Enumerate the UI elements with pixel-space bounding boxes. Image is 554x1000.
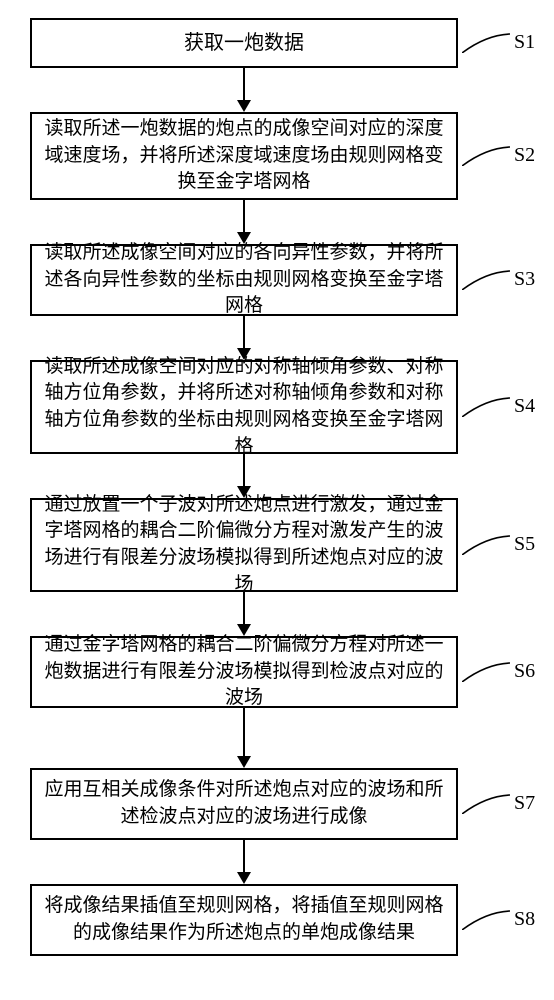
flow-node-text: 读取所述成像空间对应的对称轴倾角参数、对称轴方位角参数，并将所述对称轴倾角参数和… (42, 354, 446, 460)
step-label-s4: S4 (514, 395, 535, 418)
step-label-s7: S7 (514, 792, 535, 815)
flow-node-s2: 读取所述一炮数据的炮点的成像空间对应的深度域速度场，并将所述深度域速度场由规则网… (30, 112, 458, 200)
flow-arrow-s6-s7 (237, 708, 251, 768)
step-label-s6: S6 (514, 660, 535, 683)
flow-node-s3: 读取所述成像空间对应的各向异性参数，并将所述各向异性参数的坐标由规则网格变换至金… (30, 244, 458, 316)
flow-node-text: 通过金字塔网格的耦合二阶偏微分方程对所述一炮数据进行有限差分波场模拟得到检波点对… (42, 632, 446, 712)
flow-node-s1: 获取一炮数据 (30, 18, 458, 68)
step-connector-s8 (462, 910, 510, 930)
flow-arrow-s1-s2 (237, 68, 251, 112)
step-label-s3: S3 (514, 268, 535, 291)
flow-arrow-s7-s8 (237, 840, 251, 884)
flow-node-s8: 将成像结果插值至规则网格，将插值至规则网格的成像结果作为所述炮点的单炮成像结果 (30, 884, 458, 956)
flow-arrow-s3-s4 (237, 316, 251, 360)
flow-node-s7: 应用互相关成像条件对所述炮点对应的波场和所述检波点对应的波场进行成像 (30, 768, 458, 840)
flow-node-text: 通过放置一个子波对所述炮点进行激发，通过金字塔网格的耦合二阶偏微分方程对激发产生… (42, 492, 446, 598)
flow-node-s5: 通过放置一个子波对所述炮点进行激发，通过金字塔网格的耦合二阶偏微分方程对激发产生… (30, 498, 458, 592)
flow-node-text: 读取所述一炮数据的炮点的成像空间对应的深度域速度场，并将所述深度域速度场由规则网… (42, 116, 446, 196)
step-connector-s6 (462, 662, 510, 682)
flow-node-text: 读取所述成像空间对应的各向异性参数，并将所述各向异性参数的坐标由规则网格变换至金… (42, 240, 446, 320)
flow-arrow-s5-s6 (237, 592, 251, 636)
step-connector-s1 (462, 33, 510, 53)
step-connector-s3 (462, 270, 510, 290)
flow-node-text: 获取一炮数据 (184, 29, 304, 57)
flow-arrow-s2-s3 (237, 200, 251, 244)
step-label-s1: S1 (514, 31, 535, 54)
step-connector-s5 (462, 535, 510, 555)
flow-node-s4: 读取所述成像空间对应的对称轴倾角参数、对称轴方位角参数，并将所述对称轴倾角参数和… (30, 360, 458, 454)
step-connector-s7 (462, 794, 510, 814)
step-label-s5: S5 (514, 533, 535, 556)
step-label-s8: S8 (514, 908, 535, 931)
flow-arrow-s4-s5 (237, 454, 251, 498)
step-connector-s2 (462, 146, 510, 166)
step-connector-s4 (462, 397, 510, 417)
flowchart-canvas: 获取一炮数据 S1 读取所述一炮数据的炮点的成像空间对应的深度域速度场，并将所述深度… (0, 0, 554, 1000)
flow-node-text: 应用互相关成像条件对所述炮点对应的波场和所述检波点对应的波场进行成像 (42, 777, 446, 830)
flow-node-text: 将成像结果插值至规则网格，将插值至规则网格的成像结果作为所述炮点的单炮成像结果 (42, 893, 446, 946)
step-label-s2: S2 (514, 144, 535, 167)
flow-node-s6: 通过金字塔网格的耦合二阶偏微分方程对所述一炮数据进行有限差分波场模拟得到检波点对… (30, 636, 458, 708)
